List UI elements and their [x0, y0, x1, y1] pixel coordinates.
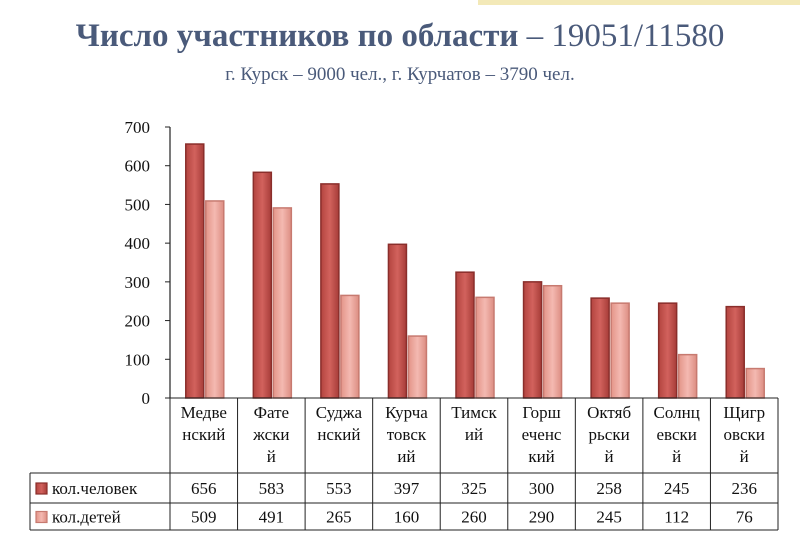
category-label: Суджа: [316, 403, 363, 422]
y-tick-label: 200: [125, 312, 151, 331]
chart-title: Число участников по области – 19051/1158…: [0, 18, 800, 55]
category-label: Курча: [385, 403, 428, 422]
title-totals: – 19051/11580: [518, 18, 725, 54]
data-label: 656: [191, 479, 217, 498]
bar-people: [455, 271, 475, 399]
category-label: Горш: [522, 403, 560, 422]
bar-children: [677, 353, 698, 399]
data-label: 509: [191, 508, 217, 527]
data-label: 245: [664, 479, 690, 498]
category-label: Фате: [254, 403, 290, 422]
data-label: 553: [326, 479, 352, 498]
data-label: 160: [394, 508, 420, 527]
category-label: й: [605, 447, 614, 466]
bar-people: [320, 183, 340, 399]
bar-people: [657, 302, 678, 399]
category-label: еченс: [522, 425, 562, 444]
category-label: нский: [317, 425, 360, 444]
category-label: рьски: [589, 425, 630, 444]
data-label: 258: [596, 479, 622, 498]
data-label: 325: [461, 479, 487, 498]
category-label: жски: [252, 425, 289, 444]
y-tick-label: 400: [125, 234, 151, 253]
y-tick-label: 0: [142, 389, 151, 408]
category-label: Медве: [181, 403, 227, 422]
y-tick-label: 700: [125, 118, 151, 137]
y-tick-label: 300: [125, 273, 151, 292]
bar-children: [407, 335, 428, 399]
bar-people: [185, 143, 205, 399]
category-label: Солнц: [654, 403, 700, 422]
bar-people: [522, 281, 543, 399]
bar-children: [340, 294, 360, 399]
bar-children: [272, 207, 293, 399]
legend-label-children: кол.детей: [52, 508, 121, 527]
bar-children: [610, 302, 630, 399]
legend-swatch-children: [35, 510, 48, 524]
bar-people: [252, 171, 273, 399]
bar-children: [745, 367, 765, 399]
category-label: ий: [465, 425, 483, 444]
category-label: кий: [528, 447, 554, 466]
accent-bar: [478, 0, 800, 5]
category-label: й: [267, 447, 276, 466]
legend-swatch-people: [35, 482, 48, 495]
bar-children: [205, 200, 225, 399]
data-label: 491: [259, 508, 285, 527]
y-tick-label: 100: [125, 350, 151, 369]
category-label: й: [672, 447, 681, 466]
y-tick-label: 500: [125, 195, 151, 214]
data-label: 300: [529, 479, 555, 498]
chart-subtitle: г. Курск – 9000 чел., г. Курчатов – 3790…: [225, 64, 575, 85]
data-label: 260: [461, 508, 487, 527]
legend-label-people: кол.человек: [52, 479, 138, 498]
bar-people: [590, 297, 610, 399]
category-label: ий: [397, 447, 415, 466]
bar-children: [475, 296, 495, 399]
category-label: Тимск: [451, 403, 497, 422]
data-label: 76: [736, 508, 753, 527]
data-label: 397: [394, 479, 420, 498]
data-label: 265: [326, 508, 352, 527]
category-label: товск: [387, 425, 427, 444]
category-label: Щигр: [723, 403, 765, 422]
bar-people: [387, 243, 408, 399]
data-label: 245: [596, 508, 622, 527]
bar-people: [725, 305, 745, 399]
category-label: й: [740, 447, 749, 466]
category-label: овски: [724, 425, 765, 444]
data-label: 290: [529, 508, 555, 527]
bar-children: [542, 284, 563, 399]
title-main: Число участников по области: [75, 18, 519, 54]
data-label: 583: [259, 479, 285, 498]
data-label: 112: [664, 508, 689, 527]
category-label: нский: [182, 425, 225, 444]
y-tick-label: 600: [125, 157, 151, 176]
data-label: 236: [731, 479, 757, 498]
category-label: евски: [656, 425, 696, 444]
category-label: Октяб: [587, 403, 631, 422]
